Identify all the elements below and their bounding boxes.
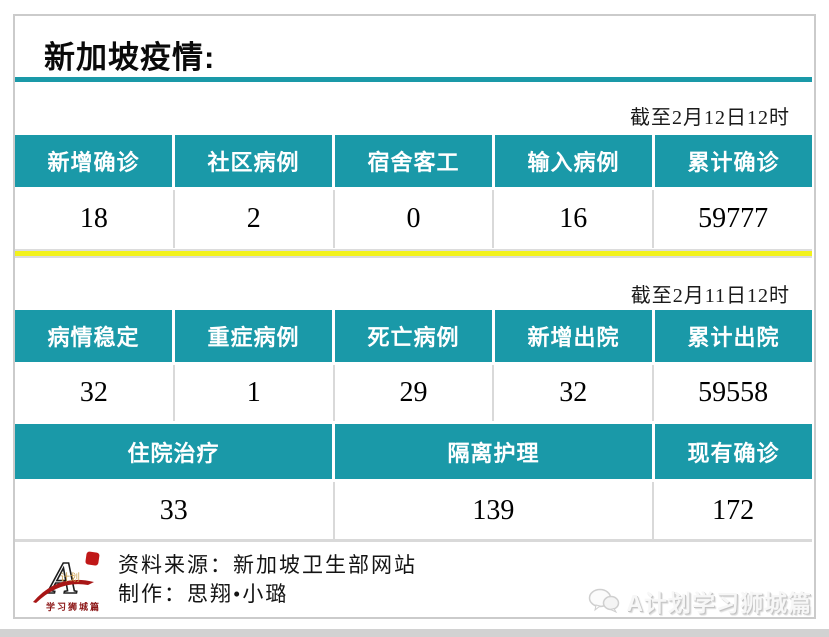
logo-letter-a: A — [45, 552, 79, 603]
footer: A 计划 学习狮城篇 资料来源：新加坡卫生部网站 制作：思翔•小璐 — [30, 549, 417, 613]
table3-header-hospitalized: 住院治疗 — [15, 424, 332, 479]
title-underline — [15, 77, 812, 82]
table2-value-stable: 32 — [15, 365, 173, 421]
table1-header-community-cases: 社区病例 — [175, 135, 332, 187]
table1-value-imported-cases: 16 — [494, 190, 653, 248]
table1-header-row: 新增确诊 社区病例 宿舍客工 输入病例 累计确诊 — [15, 135, 812, 187]
logo-seal-icon — [85, 551, 100, 566]
table2-value-critical: 1 — [174, 365, 333, 421]
page-title: 新加坡疫情: — [44, 40, 216, 75]
table2-header-critical: 重症病例 — [175, 310, 332, 362]
wechat-icon — [589, 588, 620, 614]
table3-value-active-cases: 172 — [654, 482, 812, 539]
table1-value-new-confirmed: 18 — [15, 190, 173, 248]
footer-credits: 资料来源：新加坡卫生部网站 制作：思翔•小璐 — [118, 551, 417, 609]
table1-header-imported-cases: 输入病例 — [495, 135, 652, 187]
table2-header-new-discharged: 新增出院 — [495, 310, 652, 362]
table3-header-isolation-care: 隔离护理 — [335, 424, 652, 479]
table2-header-stable: 病情稳定 — [15, 310, 172, 362]
table3-header-active-cases: 现有确诊 — [655, 424, 812, 479]
table2-value-deaths: 29 — [334, 365, 493, 421]
logo-inner-text: 计划 — [60, 571, 80, 584]
logo-caption: 学习狮城篇 — [46, 601, 101, 612]
table1-header-dorm-workers: 宿舍客工 — [335, 135, 492, 187]
table1-header-total-confirmed: 累计确诊 — [655, 135, 812, 187]
table2-value-new-discharged: 32 — [494, 365, 653, 421]
table1-value-community-cases: 2 — [174, 190, 333, 248]
logo-swoosh — [33, 579, 94, 603]
table3-header-row: 住院治疗 隔离护理 现有确诊 — [15, 424, 812, 479]
yellow-divider — [15, 249, 812, 258]
table3-value-isolation-care: 139 — [334, 482, 653, 539]
table2-header-total-discharged: 累计出院 — [655, 310, 812, 362]
table1-value-row: 18 2 0 16 59777 — [15, 190, 812, 248]
as-of-date-1: 截至2月12日12时 — [630, 107, 790, 129]
table2-header-deaths: 死亡病例 — [335, 310, 492, 362]
table3-value-row: 33 139 172 — [15, 482, 812, 542]
source-line: 资料来源：新加坡卫生部网站 — [118, 553, 417, 577]
watermark: A计划学习狮城篇 — [588, 584, 812, 618]
table1-value-total-confirmed: 59777 — [654, 190, 812, 248]
bottom-strip — [0, 629, 829, 637]
table1-value-dorm-workers: 0 — [334, 190, 493, 248]
as-of-date-2: 截至2月11日12时 — [630, 285, 790, 307]
table2-value-row: 32 1 29 32 59558 — [15, 365, 812, 421]
table2-value-total-discharged: 59558 — [654, 365, 812, 421]
table3-value-hospitalized: 33 — [15, 482, 333, 539]
credit-line: 制作：思翔•小璐 — [118, 582, 289, 606]
table2-header-row: 病情稳定 重症病例 死亡病例 新增出院 累计出院 — [15, 310, 812, 362]
table1-header-new-confirmed: 新增确诊 — [15, 135, 172, 187]
watermark-text: A计划学习狮城篇 — [626, 590, 812, 616]
brand-logo: A 计划 学习狮城篇 — [33, 551, 101, 612]
